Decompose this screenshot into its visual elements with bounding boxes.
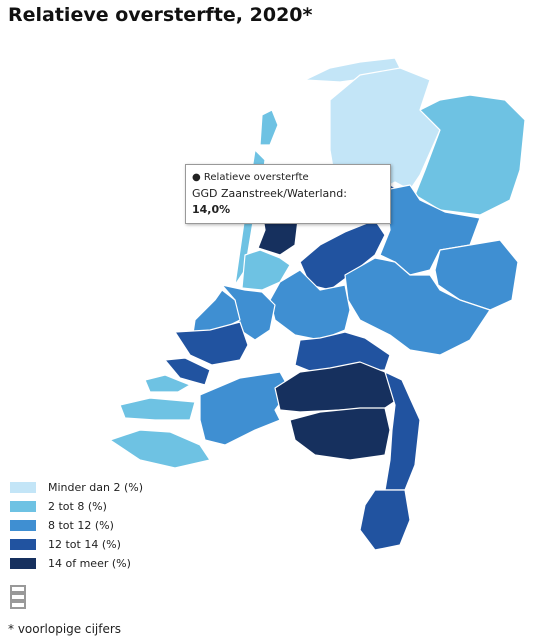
region[interactable] [144, 374, 191, 393]
legend-swatch [10, 558, 36, 569]
legend-item: 2 tot 8 (%) [10, 497, 143, 516]
title: Relatieve oversterfte, 2020* [8, 4, 313, 26]
tooltip-region: GGD Zaanstreek/Waterland: [192, 187, 347, 200]
region[interactable] [414, 94, 526, 216]
tooltip-value: 14,0% [192, 203, 231, 216]
region[interactable] [164, 357, 211, 386]
cbs-logo [10, 585, 26, 609]
region[interactable] [199, 371, 291, 446]
legend-item: 14 of meer (%) [10, 554, 143, 573]
legend-item: Minder dan 2 (%) [10, 478, 143, 497]
region[interactable] [359, 489, 411, 551]
legend: Minder dan 2 (%) 2 tot 8 (%) 8 tot 12 (%) 1… [10, 478, 143, 573]
legend-label: Minder dan 2 (%) [48, 481, 144, 494]
legend-item: 8 tot 12 (%) [10, 516, 143, 535]
region[interactable] [109, 429, 211, 469]
region[interactable] [299, 219, 386, 291]
legend-label: 12 tot 14 (%) [48, 538, 121, 551]
region[interactable] [241, 249, 291, 291]
region[interactable] [259, 109, 279, 146]
region[interactable] [119, 397, 196, 421]
region[interactable] [344, 257, 491, 356]
tooltip: ● Relatieve oversterfte GGD Zaanstreek/W… [185, 164, 391, 224]
legend-swatch [10, 520, 36, 531]
legend-swatch [10, 482, 36, 493]
legend-swatch [10, 501, 36, 512]
region[interactable] [289, 407, 391, 461]
tooltip-series: Relatieve oversterfte [203, 172, 309, 183]
legend-label: 8 tot 12 (%) [48, 519, 114, 532]
legend-label: 2 tot 8 (%) [48, 500, 107, 513]
region[interactable] [174, 321, 249, 366]
legend-label: 14 of meer (%) [48, 557, 131, 570]
region[interactable] [434, 239, 519, 311]
footnote: * voorlopige cijfers [8, 622, 122, 636]
legend-item: 12 tot 14 (%) [10, 535, 143, 554]
legend-swatch [10, 539, 36, 550]
